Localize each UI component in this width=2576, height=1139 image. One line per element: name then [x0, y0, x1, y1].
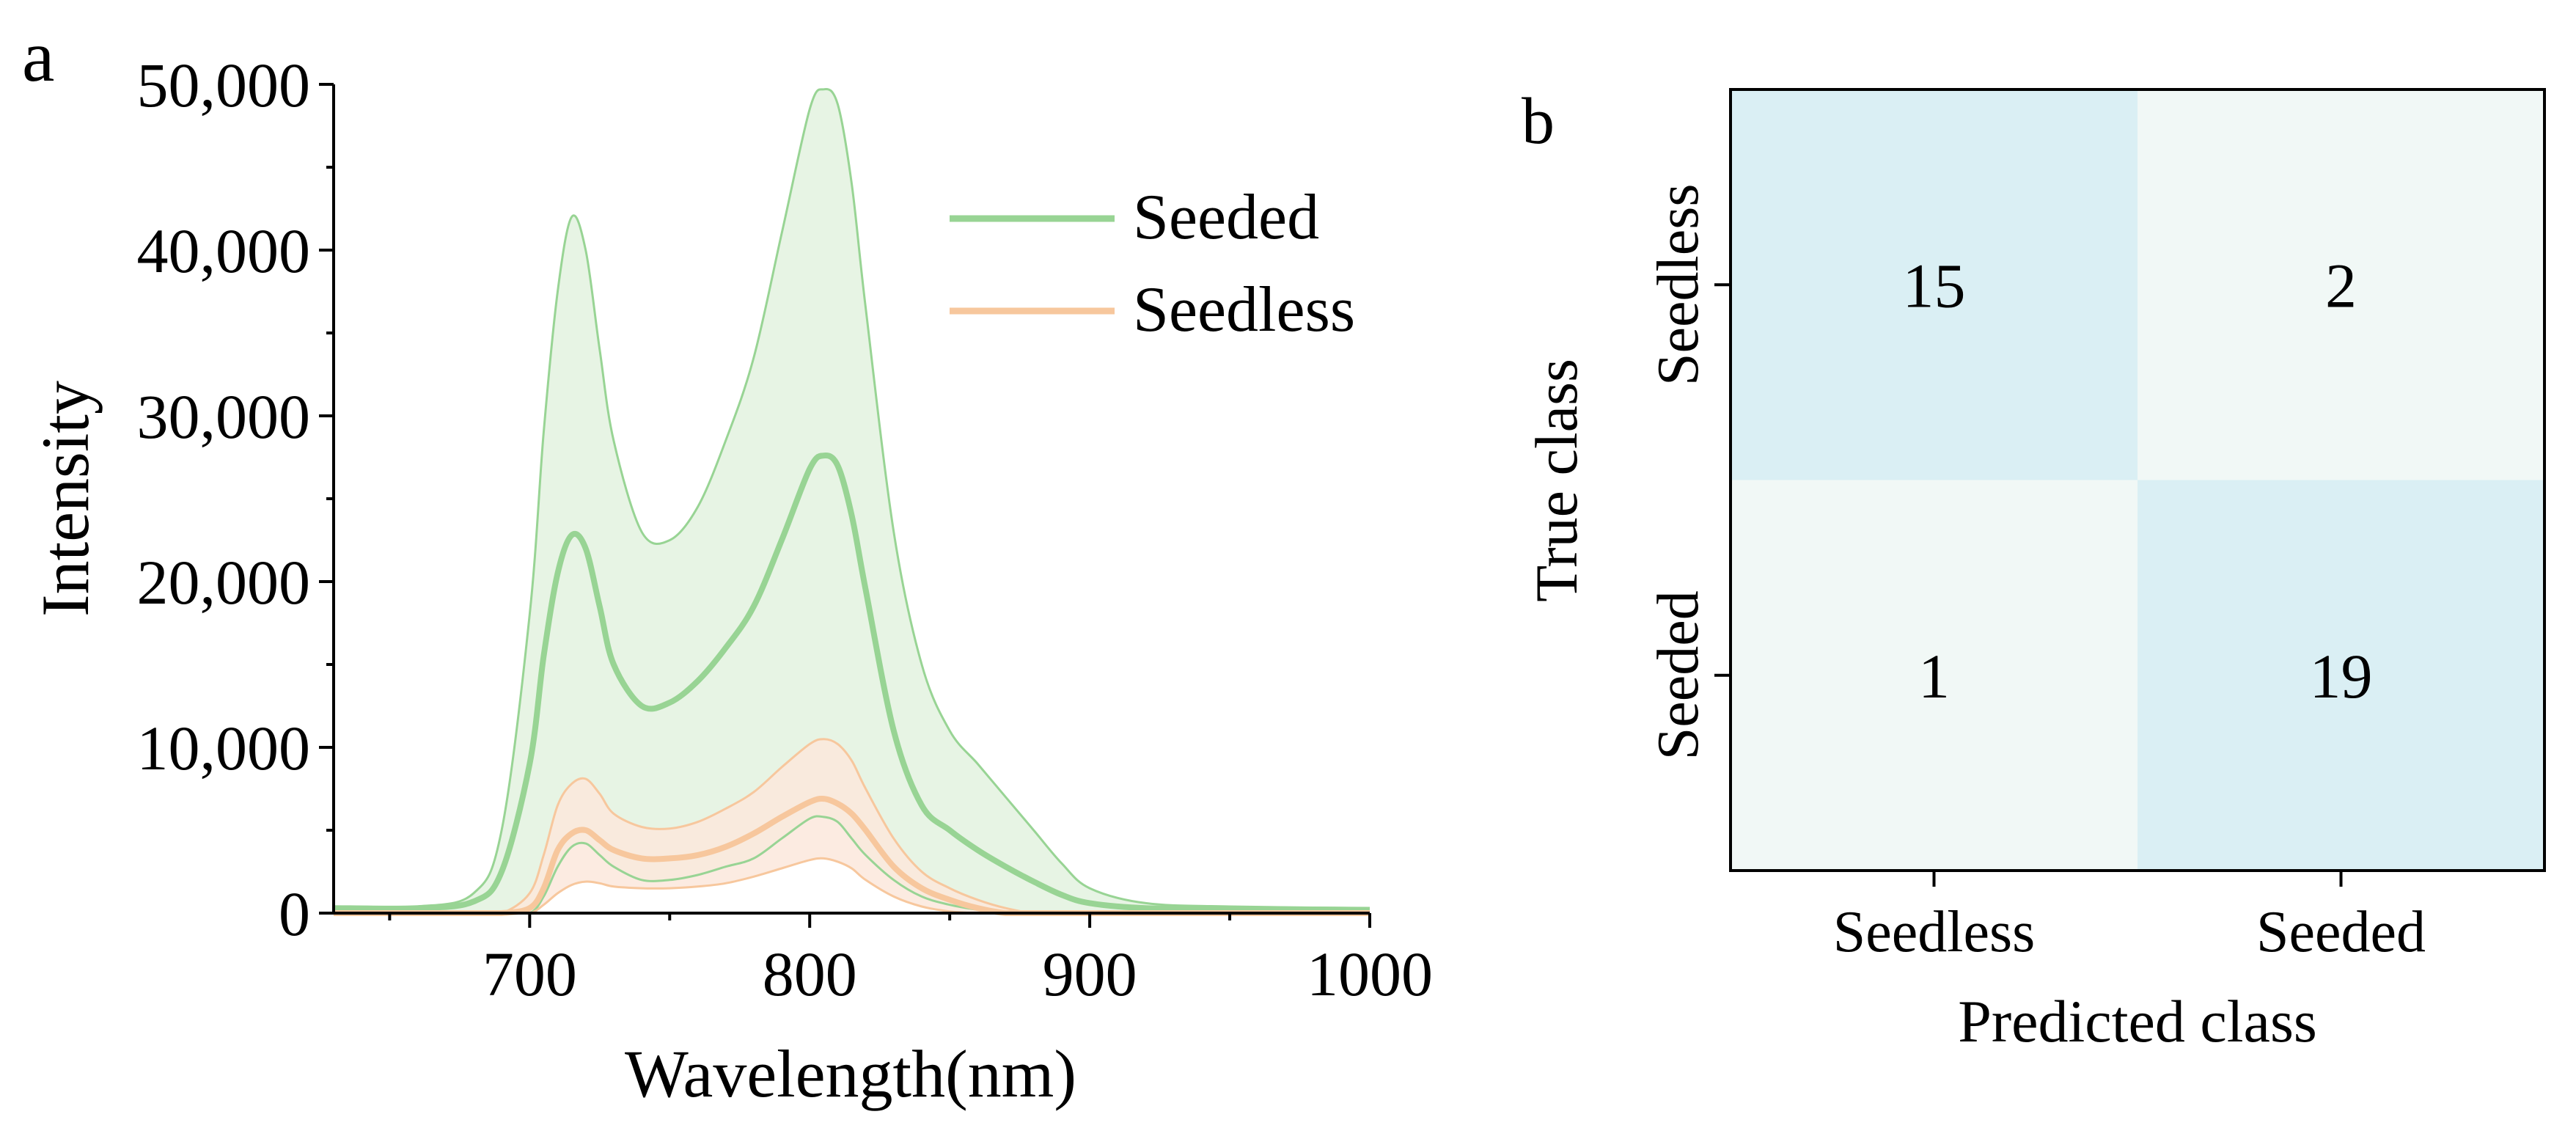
- matrix-cell-value: 15: [1903, 250, 1966, 321]
- panel-a-y-ticks: 0 10,000 20,000 30,000 40,000 50,000: [137, 50, 334, 949]
- panel-a-y-axis-title: Intensity: [28, 381, 103, 617]
- band-fill-seeded: [334, 89, 1370, 914]
- panel-b-frame: [1729, 88, 2546, 872]
- x-tick-label: 900: [1043, 939, 1137, 1009]
- panel-b-cells: 15 2 1 19: [1731, 89, 2544, 871]
- upper-bound-line-seeded: [333, 87, 1370, 909]
- panel-a-legend: Seeded Seedless: [950, 182, 1355, 345]
- panel-b-x-axis-title: Predicted class: [1958, 988, 2317, 1055]
- y-tick-label: 10,000: [137, 713, 311, 783]
- panel-b-ticks: Seedless Seeded Seedless Seeded: [1646, 183, 2426, 964]
- x-tick-label: 1000: [1307, 939, 1433, 1009]
- matrix-cell: [1731, 89, 2138, 480]
- x-category-label: Seeded: [2256, 900, 2426, 964]
- panel-a-x-ticks: 700 800 900 1000: [388, 913, 1433, 1009]
- panel-a-spectra-chart: a 0 10,000 20,000 30,000 40,000 50,000 700 800…: [22, 15, 1433, 1111]
- x-category-label: Seedless: [1833, 900, 2036, 964]
- matrix-cell-value: 1: [1918, 641, 1950, 711]
- y-tick-label: 0: [279, 879, 310, 949]
- legend-label-seedless: Seedless: [1133, 274, 1355, 345]
- y-tick-label: 50,000: [137, 50, 311, 120]
- y-category-label: Seeded: [1646, 590, 1711, 760]
- matrix-cell: [1731, 480, 2138, 871]
- band-fill-seedless: [334, 739, 1370, 913]
- matrix-cell-value: 2: [2325, 250, 2357, 321]
- panel-a-label: a: [22, 15, 54, 97]
- matrix-cell-value: 19: [2310, 641, 2373, 711]
- matrix-cell: [2138, 89, 2544, 480]
- matrix-cell: [2138, 480, 2544, 871]
- mean-line-seeded: [333, 453, 1370, 913]
- x-tick-label: 800: [763, 939, 857, 1009]
- legend-label-seeded: Seeded: [1133, 182, 1319, 253]
- y-tick-label: 40,000: [137, 216, 311, 286]
- panel-a-x-axis-title: Wavelength(nm): [625, 1036, 1076, 1111]
- y-category-label: Seedless: [1646, 183, 1711, 386]
- panel-b-label: b: [1522, 85, 1555, 158]
- panel-b-confusion-matrix: b 15 2 1 19 Seedless Seeded Seedless Seeded Pr…: [1522, 85, 2546, 1055]
- y-tick-label: 30,000: [137, 381, 311, 452]
- x-tick-label: 700: [482, 939, 577, 1009]
- y-tick-label: 20,000: [137, 547, 311, 618]
- panel-a-bands: [334, 89, 1370, 914]
- panel-b-y-axis-title: True class: [1523, 359, 1590, 602]
